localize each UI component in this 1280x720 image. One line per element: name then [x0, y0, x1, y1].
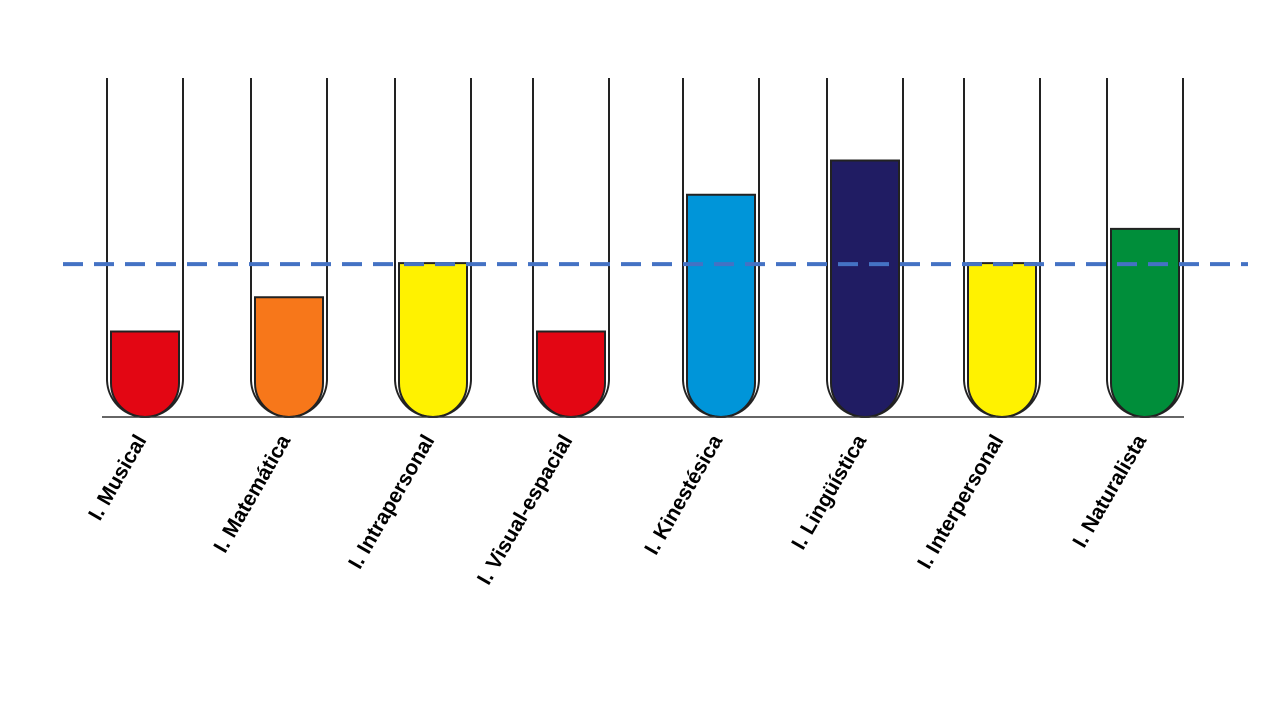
bar-matematica: [254, 296, 324, 418]
tick-label-kinestesica: I. Kinestésica: [640, 431, 727, 559]
bar-visual-espacial: [536, 330, 606, 418]
tick-label-intrapersonal: I. Intrapersonal: [344, 431, 439, 573]
tick-label-linguistica: I. Lingüística: [787, 431, 871, 554]
bar-intrapersonal: [398, 262, 468, 418]
bar-interpersonal: [967, 262, 1037, 418]
bar-musical: [110, 330, 180, 418]
category-labels: I. Musical I. Matemática I. Intrapersonal I…: [84, 431, 1151, 589]
bar-kinestesica: [686, 193, 756, 418]
tick-label-matematica: I. Matemática: [209, 431, 295, 557]
bar-naturalista: [1110, 227, 1180, 418]
tick-label-naturalista: I. Naturalista: [1068, 431, 1151, 552]
tick-label-visual-espacial: I. Visual-espacial: [473, 431, 577, 589]
tick-label-interpersonal: I. Interpersonal: [913, 431, 1008, 573]
bar-linguistica: [830, 159, 900, 418]
tick-label-musical: I. Musical: [84, 431, 151, 524]
tubes-group: [106, 78, 1184, 418]
